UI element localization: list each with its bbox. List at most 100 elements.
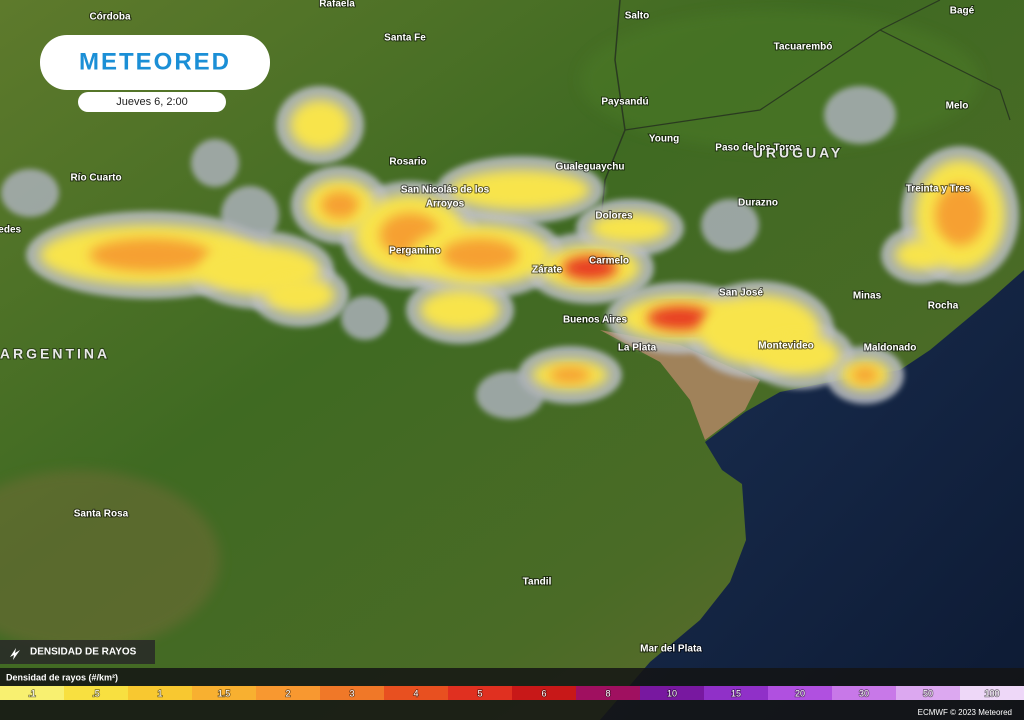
city-label: Carmelo: [589, 256, 629, 267]
city-label: Gualeguaychu: [556, 162, 625, 173]
date: Jueves 6, 2:00: [116, 96, 188, 108]
legend-tick: 10: [667, 688, 677, 698]
city-label: Rosario: [389, 157, 426, 168]
city-label: Paso de los Toros: [715, 143, 801, 154]
city-label: Córdoba: [89, 12, 131, 23]
city-label: Montevideo: [758, 341, 814, 352]
legend-swatch: [320, 686, 385, 700]
city-label: Río Cuarto: [70, 173, 121, 184]
city-label: La Plata: [618, 343, 657, 354]
legend-swatch: [640, 686, 705, 700]
city-label: Treinta y Tres: [906, 184, 971, 195]
city-label: Minas: [853, 291, 882, 302]
legend-swatch: [256, 686, 321, 700]
storm-center: [320, 191, 360, 219]
legend-tick: .5: [92, 688, 100, 698]
legend-swatch: [768, 686, 833, 700]
estuary: [600, 330, 760, 440]
legend-tick: .1: [28, 688, 36, 698]
storm-halo: [701, 199, 759, 251]
legend-bar: .1 .5 1 1.5 2 3 4 5 6 8 10 15 20 30 50 100: [0, 686, 1024, 700]
ocean: [600, 270, 1024, 720]
credit: ECMWF © 2023 Meteored: [918, 708, 1012, 717]
city-label: Pergamino: [389, 246, 441, 257]
storm-core: [420, 290, 500, 330]
storm-center: [851, 366, 879, 384]
city-label: Rocha: [928, 301, 959, 312]
legend-tick: 8: [605, 688, 610, 698]
storm-core: [590, 213, 670, 243]
legend-swatch: [384, 686, 449, 700]
legend-tick: 1.5: [218, 688, 231, 698]
storm-core: [760, 335, 840, 375]
city-label: Santa Fe: [384, 33, 426, 44]
legend-swatch: [192, 686, 257, 700]
city-label: Tandil: [523, 577, 552, 588]
land-patch: [580, 10, 980, 150]
city-label: Tacuarembó: [774, 42, 833, 53]
country-label: URUGUAY: [753, 145, 844, 161]
storm-core: [265, 277, 335, 313]
layer-badge: [0, 640, 155, 664]
legend-swatch: [128, 686, 193, 700]
storm-core: [450, 170, 590, 210]
city-label: Young: [649, 134, 679, 145]
logo: METEORED: [79, 48, 231, 75]
legend-tick: 6: [541, 688, 546, 698]
city-label: San José: [719, 288, 763, 299]
storm-center: [562, 255, 618, 281]
city-label: Durazno: [738, 198, 778, 209]
city-label: Mar del Plata: [640, 644, 702, 655]
storm-halo: [476, 371, 544, 419]
legend-tick: 30: [859, 688, 869, 698]
legend-swatch: [512, 686, 577, 700]
legend-swatch: [704, 686, 769, 700]
legend-tick: 15: [731, 688, 741, 698]
legend-tick: 20: [795, 688, 805, 698]
legend-title: Densidad de rayos (#/km²): [6, 672, 118, 682]
city-label: Zárate: [532, 265, 562, 276]
city-label: Buenos Aires: [563, 315, 628, 326]
storm-core: [290, 100, 350, 150]
legend-swatch: [0, 686, 65, 700]
legend-swatch: [576, 686, 641, 700]
border: [624, 0, 1011, 131]
legend-swatch: [896, 686, 961, 700]
storm-halo: [221, 186, 279, 244]
city-label: Melo: [946, 101, 969, 112]
city-label: Maldonado: [864, 343, 917, 354]
legend-tick: 5: [477, 688, 482, 698]
land-patch: [0, 470, 220, 650]
lightning-icon: [10, 648, 20, 660]
city-label: Arroyos: [426, 199, 465, 210]
date-pill: [78, 92, 226, 112]
legend-tick: 50: [923, 688, 933, 698]
layer-name: DENSIDAD DE RAYOS: [30, 647, 137, 658]
city-label: Bagé: [950, 6, 975, 17]
logo-box: [40, 35, 270, 90]
storm-center: [89, 238, 211, 272]
labels: Córdoba Rafaela Santa Fe Salto Bagé Tacuaremb…: [0, 0, 976, 656]
legend-swatch: [448, 686, 513, 700]
legend-tick: 2: [285, 688, 290, 698]
city-label: San Nicolás de los: [401, 185, 490, 196]
storm-halo: [191, 139, 239, 187]
city-label: Mercedes: [0, 225, 22, 236]
legend-swatch: [960, 686, 1024, 700]
lightning-layer: [1, 86, 1019, 419]
city-label: Santa Rosa: [74, 509, 129, 520]
city-label: Rafaela: [319, 0, 355, 10]
city-label: Dolores: [595, 211, 633, 222]
legend-tick: 3: [349, 688, 354, 698]
storm-center: [647, 305, 713, 331]
legend-swatch: [832, 686, 897, 700]
legend-tick: 100: [984, 688, 999, 698]
storm-center: [549, 366, 591, 384]
storm-halo: [824, 86, 896, 144]
storm-halo: [341, 296, 389, 340]
storm-center: [935, 184, 985, 246]
legend-swatch: [64, 686, 129, 700]
storm-halo: [1, 169, 59, 217]
